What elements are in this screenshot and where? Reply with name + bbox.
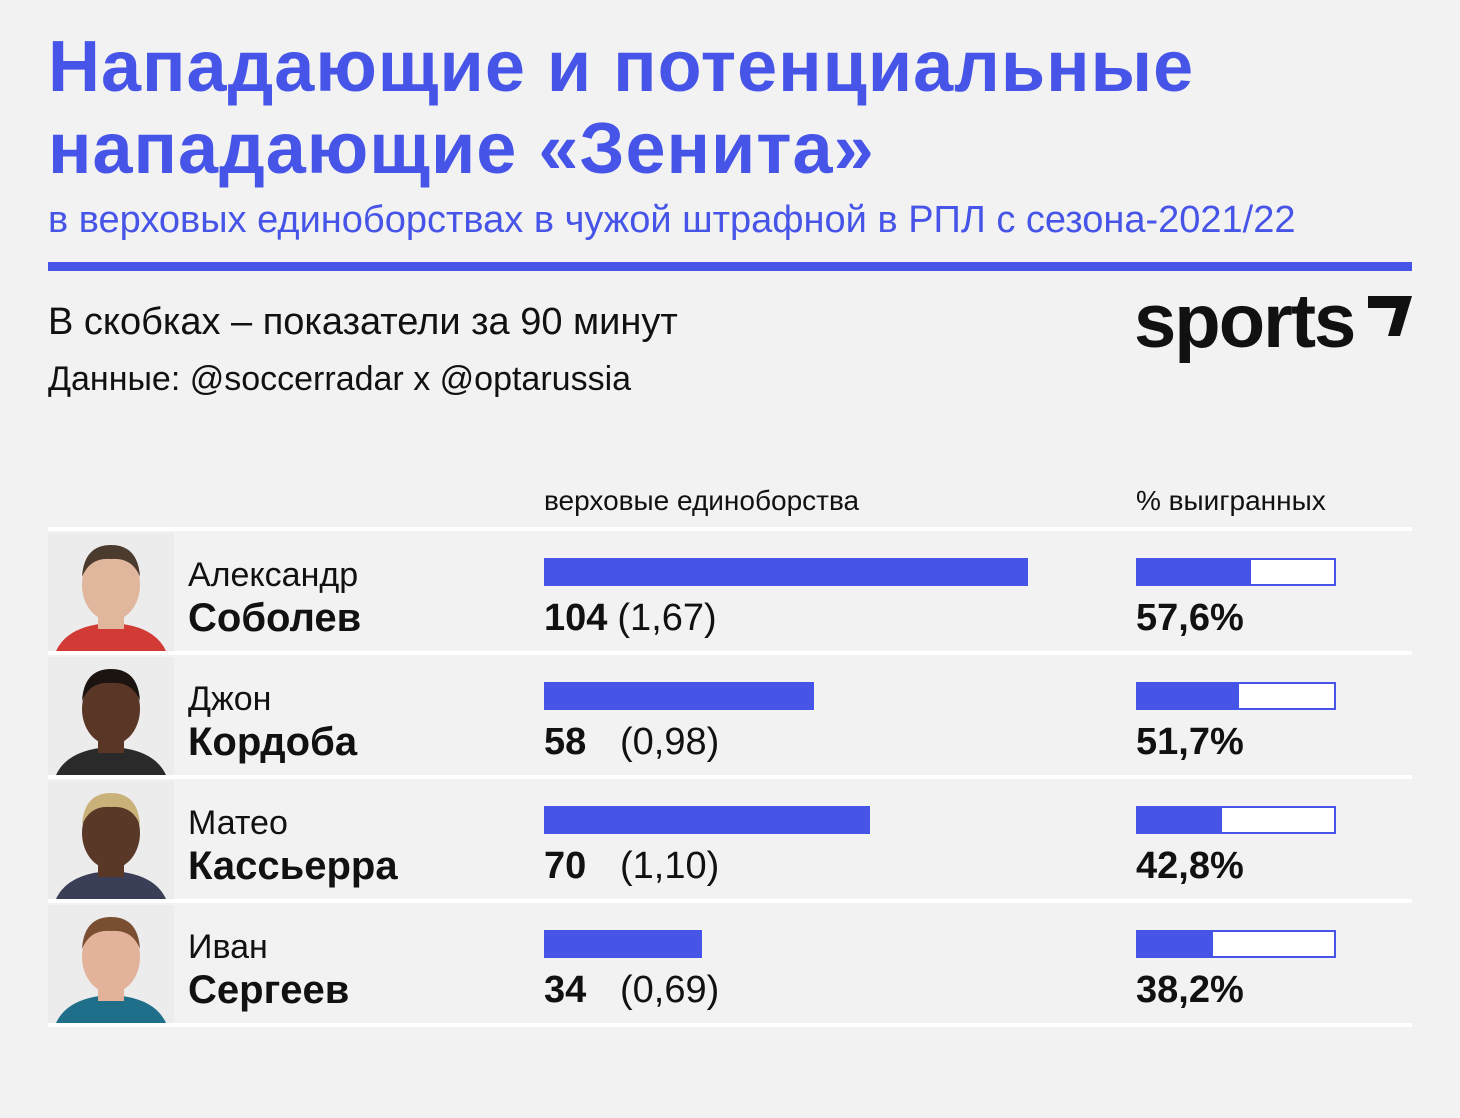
duels-total-label: 58 — [544, 721, 587, 763]
pct-bar-fill — [1138, 932, 1213, 956]
sports-logo: sports — [1134, 278, 1414, 368]
player-last-name: Соболев — [188, 596, 362, 640]
chart-title: Нападающие и потенциальные нападающие «З… — [48, 26, 1428, 190]
duels-per90-label: (1,67) — [617, 597, 717, 639]
player-last-name: Кассьерра — [188, 844, 398, 888]
player-first-name: Джон — [188, 680, 272, 718]
player-last-name: Кордоба — [188, 720, 358, 764]
duels-per90-label: (1,10) — [620, 845, 720, 887]
logo-wordmark: sports — [1134, 279, 1356, 364]
logo-slash-icon — [1368, 296, 1412, 336]
duels-value: 58 (0,98) — [544, 719, 719, 765]
row-divider — [48, 527, 1412, 531]
pct-bar-track — [1136, 682, 1336, 710]
chart-subtitle: в верховых единоборствах в чужой штрафно… — [48, 199, 1296, 241]
duels-bar — [544, 558, 1028, 586]
player-portrait-icon — [48, 781, 174, 899]
duels-value: 70 (1,10) — [544, 843, 719, 889]
table-row: Иван Сергеев 34 (0,69) 38,2% — [48, 903, 1412, 1023]
table-row: Матео Кассьерра 70 (1,10) 42,8% — [48, 779, 1412, 899]
pct-bar-track — [1136, 558, 1336, 586]
pct-bar-track — [1136, 806, 1336, 834]
duels-value: 104 (1,67) — [544, 595, 717, 641]
player-portrait-icon — [48, 905, 174, 1023]
row-divider — [48, 1023, 1412, 1027]
player-first-name: Александр — [188, 556, 359, 594]
row-divider — [48, 775, 1412, 779]
pct-bar-fill — [1138, 560, 1251, 584]
duels-bar — [544, 930, 702, 958]
pct-bar-track — [1136, 930, 1336, 958]
player-first-name: Матео — [188, 804, 288, 842]
pct-bar-fill — [1138, 684, 1239, 708]
pct-value-label: 51,7% — [1136, 721, 1244, 763]
player-photo-sobolev — [48, 533, 174, 651]
duels-total-label: 70 — [544, 845, 587, 887]
players-table: Александр Соболев 104 (1,67) 57,6% Джон Кордоб… — [48, 527, 1412, 1027]
source-text: Данные: @soccerradar x @optarussia — [48, 360, 632, 398]
player-last-name: Сергеев — [188, 968, 350, 1012]
table-row: Джон Кордоба 58 (0,98) 51,7% — [48, 655, 1412, 775]
duels-total-label: 104 — [544, 597, 608, 639]
duels-bar — [544, 682, 814, 710]
pct-value-label: 57,6% — [1136, 597, 1244, 639]
column-header-duels: верховые единоборства — [544, 485, 860, 516]
player-photo-cassierra — [48, 781, 174, 899]
table-row: Александр Соболев 104 (1,67) 57,6% — [48, 531, 1412, 651]
duels-bar — [544, 806, 870, 834]
row-divider — [48, 651, 1412, 655]
pct-value-label: 38,2% — [1136, 969, 1244, 1011]
header-divider — [48, 262, 1412, 271]
title-line-1: Нападающие и потенциальные — [48, 27, 1195, 107]
player-photo-cordoba — [48, 657, 174, 775]
column-header-pct: % выигранных — [1136, 485, 1326, 516]
duels-per90-label: (0,69) — [620, 969, 720, 1011]
note-text: В скобках – показатели за 90 минут — [48, 301, 678, 343]
player-first-name: Иван — [188, 928, 268, 966]
player-portrait-icon — [48, 657, 174, 775]
duels-per90-label: (0,98) — [620, 721, 720, 763]
duels-value: 34 (0,69) — [544, 967, 719, 1013]
row-divider — [48, 899, 1412, 903]
duels-total-label: 34 — [544, 969, 587, 1011]
player-portrait-icon — [48, 533, 174, 651]
player-photo-sergeev — [48, 905, 174, 1023]
pct-bar-fill — [1138, 808, 1222, 832]
pct-value-label: 42,8% — [1136, 845, 1244, 887]
title-line-2: нападающие «Зенита» — [48, 109, 875, 189]
